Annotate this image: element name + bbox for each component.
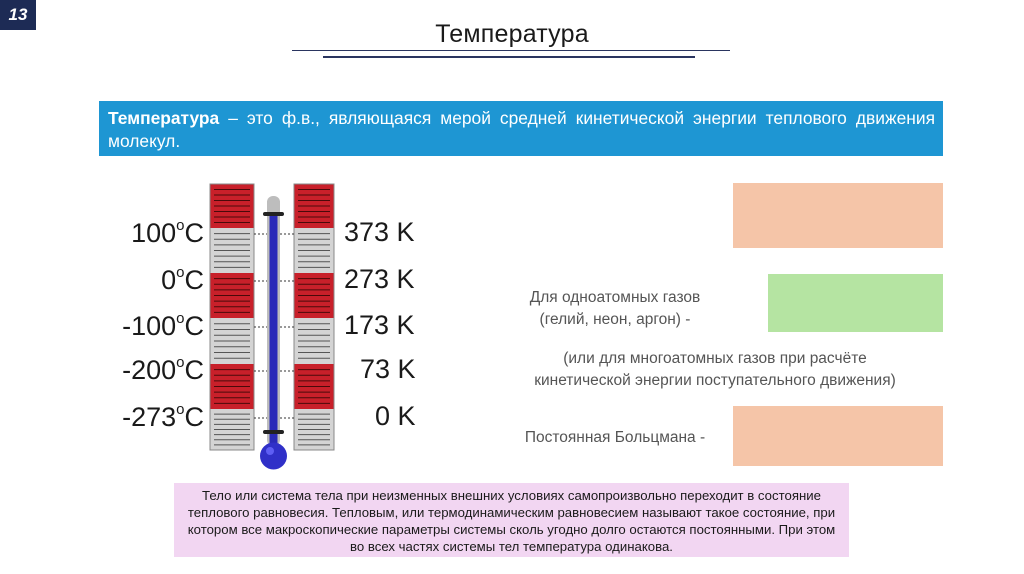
celsius-label: -273oC: [104, 401, 204, 433]
celsius-value: 100: [131, 218, 177, 248]
definition-term: Температура: [108, 108, 220, 128]
equilibrium-note: Тело или система тела при неизменных вне…: [174, 483, 849, 557]
scale-outline: [209, 183, 255, 451]
polyatomic-line1: (или для многоатомных газов при расчёте: [563, 350, 867, 367]
celsius-value: -273: [122, 402, 177, 432]
boltzmann-label: Постоянная Больцмана -: [524, 429, 706, 446]
mercury-column: [269, 216, 278, 448]
monatomic-line1: Для одноатомных газов: [529, 289, 701, 306]
degree-mark: o: [176, 217, 185, 234]
degree-mark: o: [176, 310, 185, 327]
monatomic-line2: (гелий, неон, аргон) -: [539, 311, 691, 328]
celsius-label: 100oC: [104, 217, 204, 249]
celsius-unit: C: [184, 311, 205, 341]
celsius-unit: C: [184, 402, 205, 432]
celsius-value: -200: [122, 355, 177, 385]
celsius-unit: C: [184, 355, 205, 385]
peach-formula-box-top: [733, 183, 943, 248]
degree-mark: o: [176, 264, 185, 281]
kelvin-label: 273 K: [344, 264, 415, 294]
definition-box: Температура – это ф.в., являющаяся мерой…: [99, 101, 943, 156]
celsius-unit: C: [184, 218, 205, 248]
mercury-bulb: [260, 442, 287, 470]
tube-top-clip: [263, 212, 284, 216]
celsius-value: -100: [122, 311, 177, 341]
peach-formula-box-bottom: [733, 406, 943, 466]
tube-bottom-clip: [263, 430, 284, 434]
kelvin-label: 0 K: [375, 401, 416, 431]
title-underline-bottom: [323, 56, 695, 58]
slide-title: Температура: [435, 20, 589, 48]
degree-mark: o: [176, 401, 185, 418]
kelvin-label: 73 K: [360, 354, 416, 384]
celsius-label: -200oC: [104, 354, 204, 386]
scale-outline: [293, 183, 335, 451]
monatomic-label: Для одноатомных газов (гелий, неон, арго…: [490, 287, 740, 331]
celsius-value: 0: [161, 265, 177, 295]
slide-number: 13: [0, 0, 36, 30]
kelvin-label: 373 K: [344, 217, 415, 247]
kelvin-label: 173 K: [344, 310, 415, 340]
celsius-unit: C: [184, 265, 205, 295]
definition-text: – это ф.в., являющаяся мерой средней кин…: [108, 108, 935, 151]
thermometer-illustration: [209, 183, 335, 470]
green-formula-box: [768, 274, 943, 332]
celsius-label: 0oC: [104, 264, 204, 296]
polyatomic-line2: кинетической энергии поступательного дви…: [534, 372, 896, 389]
polyatomic-label: (или для многоатомных газов при расчёте …: [480, 348, 950, 392]
degree-mark: o: [176, 354, 185, 371]
celsius-label: -100oC: [104, 310, 204, 342]
title-underline-top: [292, 50, 730, 51]
